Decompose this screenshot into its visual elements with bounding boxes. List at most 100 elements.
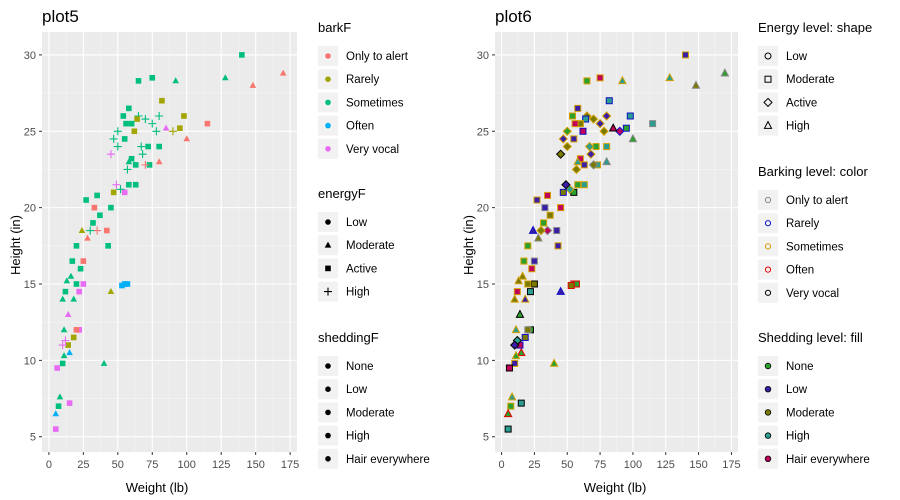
- legend-item-label: Hair everywhere: [786, 454, 870, 466]
- data-point: [503, 408, 513, 418]
- legend-key-bg: [758, 213, 778, 234]
- legend-key: [325, 122, 331, 129]
- data-point: [100, 359, 108, 366]
- data-point: [105, 243, 111, 249]
- data-point: [141, 115, 150, 124]
- data-point: [764, 75, 772, 83]
- data-point: [145, 143, 151, 150]
- data-point: [528, 265, 536, 273]
- data-point: [279, 69, 287, 76]
- data-point: [546, 211, 554, 219]
- legend-key: [325, 99, 331, 106]
- legend-title: Shedding level: fill: [758, 330, 863, 345]
- legend-key: [764, 362, 772, 370]
- data-point: [65, 342, 71, 348]
- plot5-points: [52, 52, 287, 432]
- x-tick-label: 0: [499, 459, 505, 471]
- x-tick-label: 50: [561, 459, 573, 471]
- data-point: [586, 149, 596, 159]
- data-point: [123, 120, 129, 127]
- data-point: [573, 156, 583, 166]
- data-point: [181, 113, 187, 119]
- data-point: [125, 158, 133, 165]
- legend-item-label: Sometimes: [346, 97, 404, 109]
- data-point: [162, 124, 170, 131]
- data-point: [533, 196, 541, 204]
- data-point: [132, 162, 139, 168]
- data-point: [583, 77, 591, 85]
- data-point: [116, 185, 125, 194]
- legend-item-label: Moderate: [346, 407, 395, 419]
- data-point: [516, 347, 526, 357]
- data-point: [504, 425, 512, 433]
- legend-item-label: Moderate: [786, 74, 835, 86]
- data-point: [134, 116, 140, 122]
- data-point: [69, 258, 76, 264]
- data-point: [514, 275, 524, 285]
- legend-item-label: Low: [346, 217, 368, 229]
- x-tick-label: 175: [722, 459, 740, 471]
- x-tick-label: 125: [657, 459, 675, 471]
- data-point: [559, 188, 567, 196]
- data-point: [168, 127, 177, 136]
- data-point: [665, 72, 675, 82]
- legend-title: energyF: [318, 186, 366, 201]
- legend-key: [325, 363, 331, 369]
- data-point: [615, 126, 625, 136]
- data-point: [549, 358, 559, 367]
- data-point: [557, 204, 565, 212]
- data-point: [603, 143, 611, 151]
- plot6-tick-labels: 0 25 50 75 100 125 150 175 5 10 15 20 25 30: [477, 50, 741, 471]
- data-point: [149, 75, 156, 81]
- legend-key: [325, 146, 331, 152]
- data-point: [121, 136, 128, 142]
- legend-item-label: None: [786, 361, 814, 373]
- data-point: [121, 189, 128, 196]
- data-point: [112, 180, 121, 189]
- legend-key-bg: [758, 46, 778, 66]
- data-point: [562, 141, 572, 152]
- legend-key-bg: [758, 259, 778, 280]
- data-point: [556, 286, 566, 295]
- legend-item-label: Low: [786, 51, 808, 63]
- legend-item-label: Rarely: [346, 74, 379, 86]
- data-point: [62, 288, 69, 295]
- data-point: [602, 156, 612, 166]
- data-point: [524, 326, 532, 334]
- data-point: [109, 134, 118, 143]
- data-point: [505, 364, 513, 372]
- data-point: [124, 281, 131, 287]
- y-tick-label: 20: [477, 203, 489, 215]
- y-tick-label: 10: [24, 355, 36, 367]
- data-point: [70, 295, 78, 302]
- data-point: [561, 180, 571, 190]
- x-tick-label: 150: [246, 459, 264, 471]
- data-point: [325, 265, 331, 272]
- data-point: [141, 160, 150, 169]
- data-point: [132, 181, 139, 188]
- data-point: [108, 204, 114, 211]
- legend-item-label: Active: [786, 97, 817, 109]
- y-tick-label: 10: [477, 355, 489, 367]
- data-point: [204, 120, 211, 127]
- x-tick-label: 100: [624, 459, 642, 471]
- data-point: [540, 219, 548, 227]
- data-point: [77, 265, 84, 272]
- data-point: [135, 78, 142, 84]
- data-point: [64, 310, 72, 317]
- data-point: [103, 227, 110, 234]
- legend-key: [764, 243, 772, 250]
- y-tick-label: 5: [483, 432, 489, 444]
- data-point: [558, 134, 569, 144]
- data-point: [530, 257, 538, 265]
- legend-key: [764, 289, 772, 296]
- data-point: [159, 97, 165, 104]
- data-point: [239, 52, 245, 58]
- data-point: [510, 294, 520, 303]
- data-point: [580, 181, 588, 189]
- data-point: [568, 112, 576, 120]
- data-point: [61, 336, 70, 345]
- data-point: [554, 242, 562, 250]
- y-tick-label: 25: [477, 126, 489, 138]
- data-point: [107, 288, 115, 295]
